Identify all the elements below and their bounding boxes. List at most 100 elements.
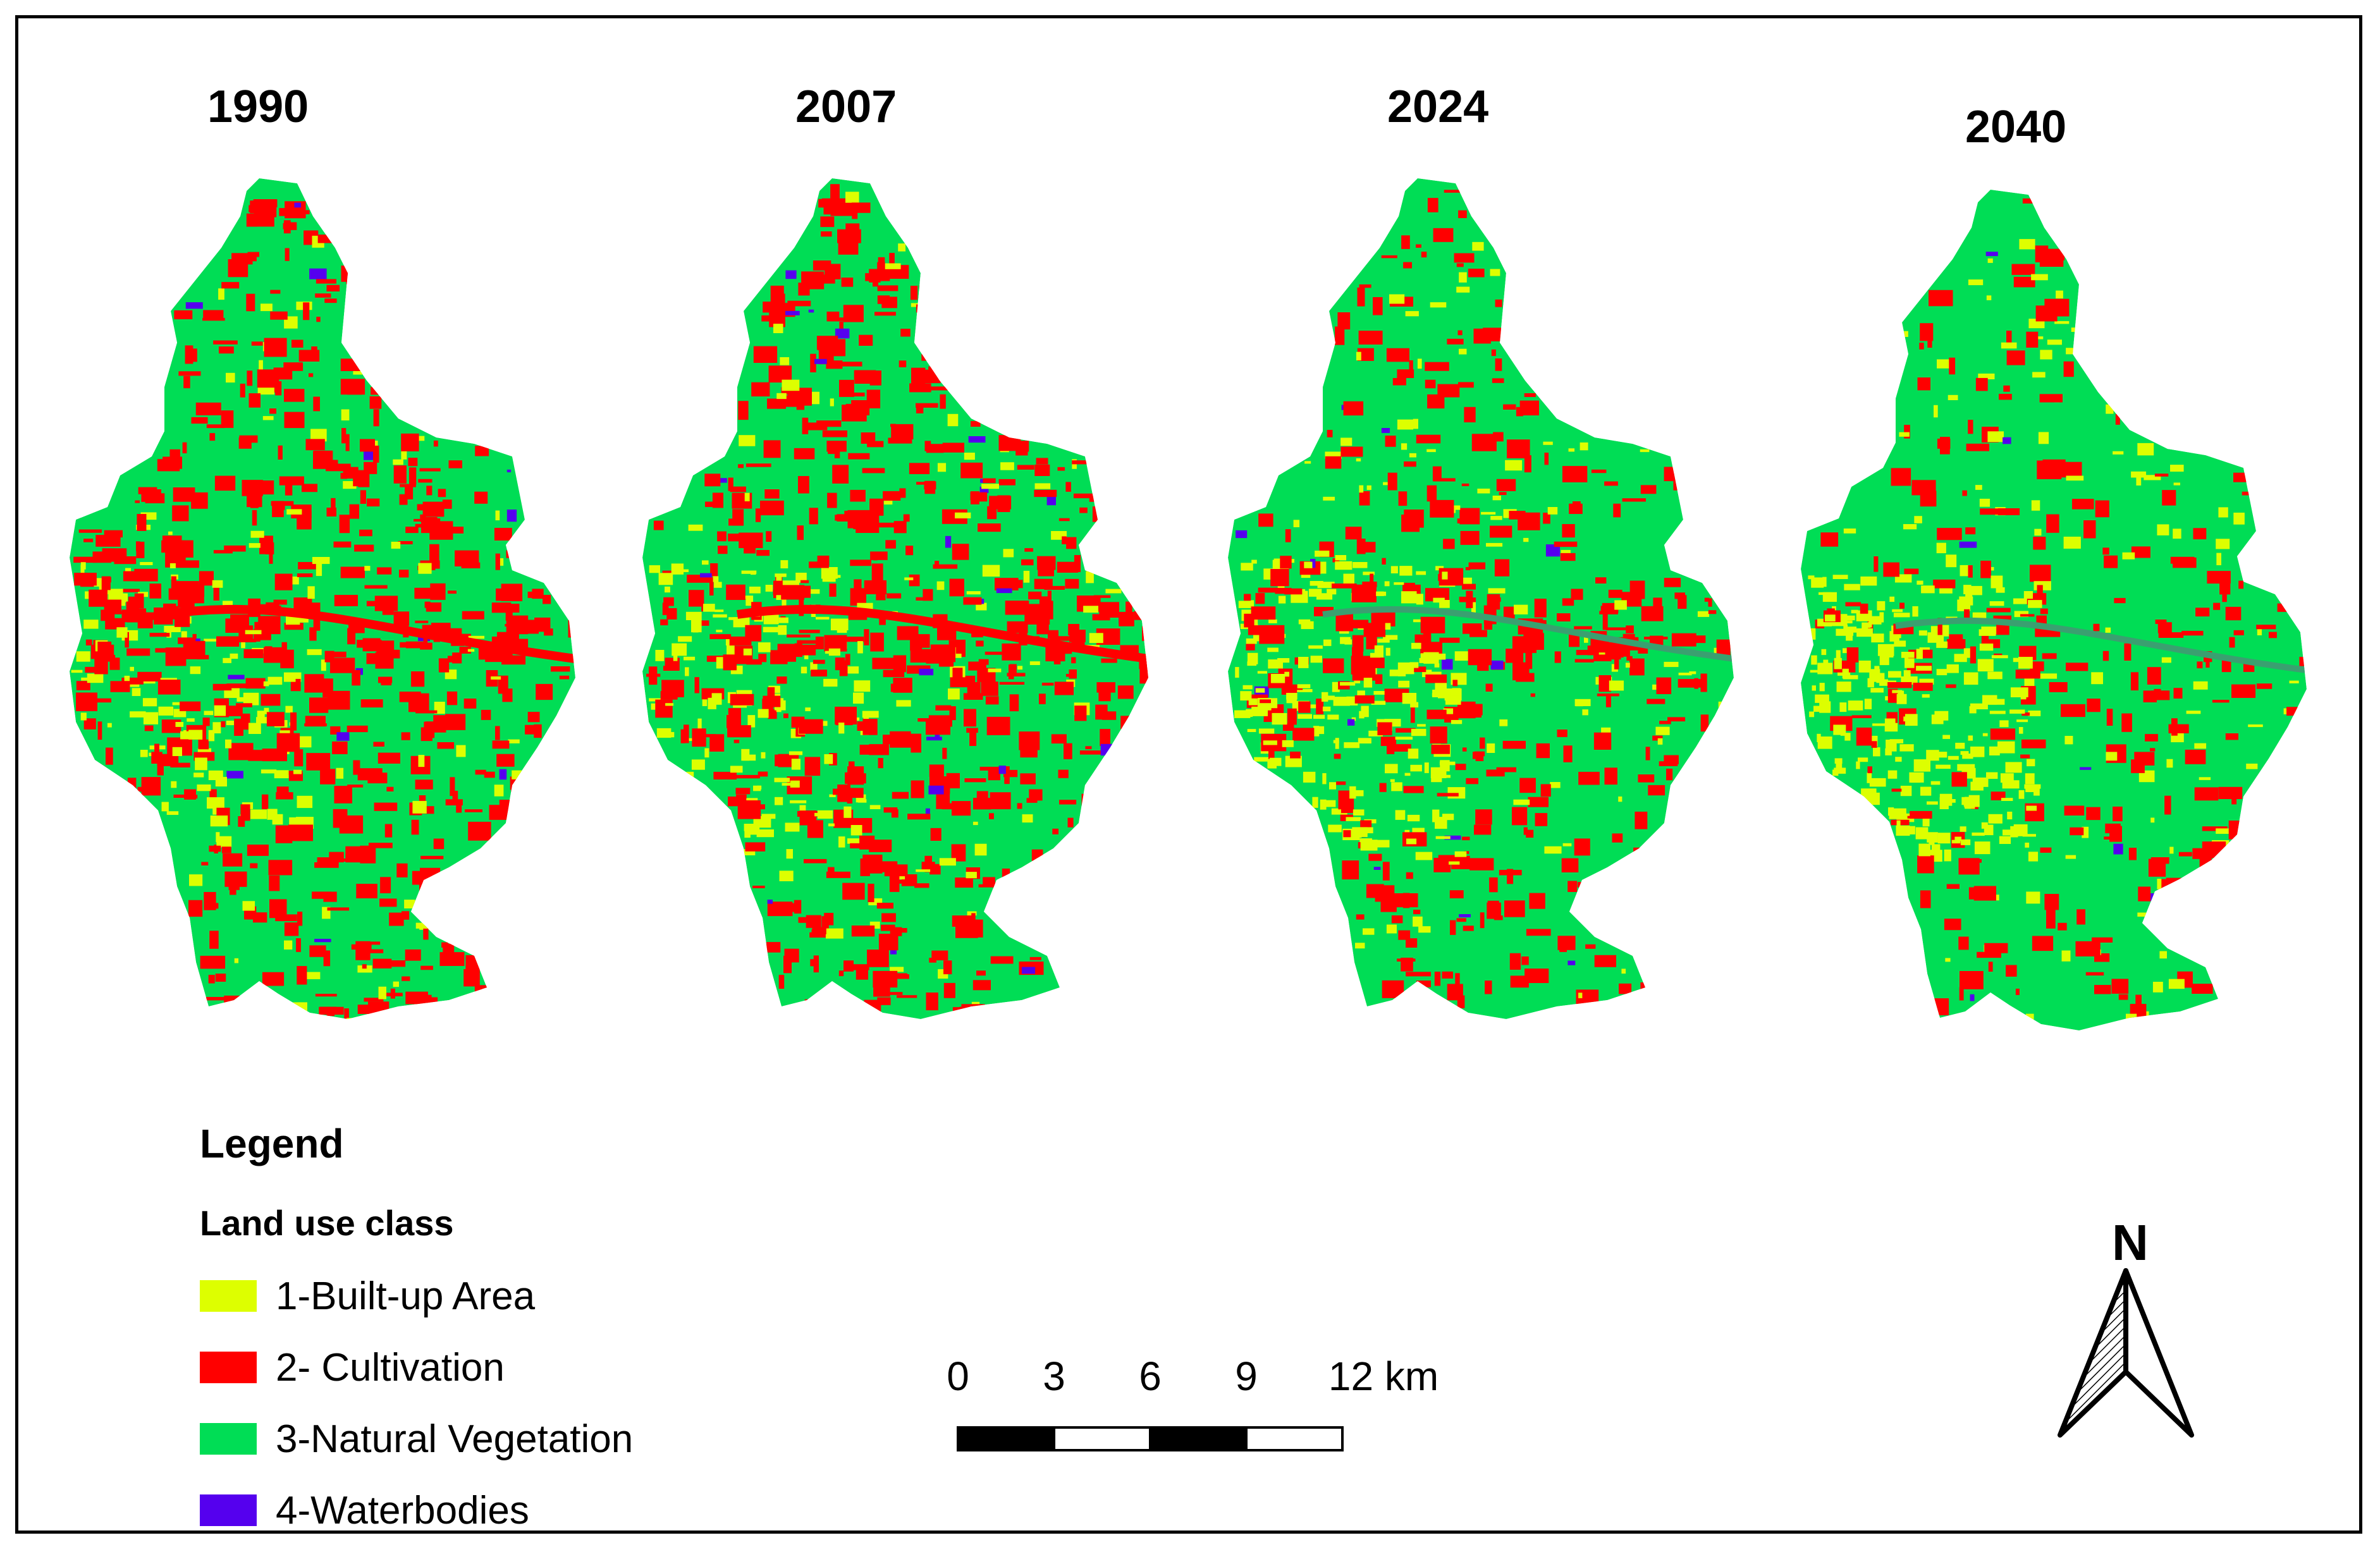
cultivation-patch: [705, 501, 716, 507]
builtup-patch: [189, 874, 203, 886]
builtup-patch: [883, 263, 901, 269]
cultivation-patch: [284, 389, 305, 402]
cultivation-patch: [828, 867, 835, 877]
builtup-patch: [691, 759, 705, 770]
cultivation-patch: [221, 282, 240, 289]
builtup-patch: [1267, 647, 1279, 652]
cultivation-patch: [304, 674, 324, 693]
cultivation-patch: [1359, 284, 1371, 288]
builtup-patch: [204, 711, 214, 716]
builtup-patch: [685, 667, 689, 676]
legend-item-vegetation: 3-Natural Vegetation: [200, 1417, 633, 1461]
cultivation-patch: [1612, 833, 1623, 843]
cultivation-patch: [1457, 330, 1463, 336]
cultivation-patch: [829, 584, 837, 597]
cultivation-patch: [97, 641, 112, 652]
builtup-patch: [1417, 724, 1426, 727]
cultivation-patch: [559, 675, 570, 680]
cultivation-patch: [2032, 936, 2054, 951]
cultivation-patch: [2095, 500, 2109, 518]
builtup-patch: [1568, 448, 1575, 452]
cultivation-patch: [730, 486, 746, 492]
cultivation-patch: [770, 285, 784, 302]
builtup-patch: [321, 659, 326, 671]
builtup-patch: [401, 449, 407, 460]
cultivation-patch: [134, 568, 158, 582]
cultivation-patch: [1285, 529, 1291, 542]
cultivation-patch: [1065, 482, 1071, 492]
cultivation-patch: [796, 399, 805, 410]
builtup-patch: [1877, 644, 1894, 656]
cultivation-patch: [1385, 436, 1396, 447]
cultivation-patch: [1700, 714, 1709, 732]
cultivation-patch: [753, 346, 778, 363]
builtup-patch: [1487, 743, 1495, 753]
cultivation-patch: [1096, 682, 1115, 693]
cultivation-patch: [170, 762, 190, 767]
cultivation-patch: [706, 656, 725, 662]
builtup-patch: [214, 705, 226, 716]
cultivation-patch: [373, 409, 379, 427]
cultivation-patch: [2039, 394, 2063, 403]
cultivation-patch: [963, 693, 983, 700]
cultivation-patch: [1487, 900, 1499, 916]
cultivation-patch: [297, 573, 313, 577]
cultivation-patch: [1509, 953, 1521, 970]
builtup-patch: [2157, 524, 2169, 535]
cultivation-patch: [2111, 979, 2129, 994]
builtup-patch: [2173, 529, 2181, 539]
cultivation-patch: [797, 640, 801, 645]
builtup-patch: [491, 676, 501, 680]
cultivation-patch: [1403, 262, 1412, 269]
cultivation-patch: [364, 998, 384, 1002]
cultivation-patch: [767, 687, 775, 697]
builtup-patch: [140, 562, 153, 565]
builtup-patch: [404, 900, 415, 908]
cultivation-patch: [1034, 464, 1050, 476]
cultivation-patch: [1459, 508, 1480, 525]
cultivation-patch: [324, 298, 337, 303]
builtup-patch: [2024, 784, 2041, 789]
cultivation-patch: [2150, 857, 2169, 864]
cultivation-patch: [851, 926, 875, 937]
builtup-patch: [966, 591, 981, 595]
builtup-patch: [1346, 817, 1361, 821]
cultivation-patch: [916, 403, 938, 408]
builtup-patch: [2022, 834, 2036, 837]
cultivation-patch: [544, 628, 553, 636]
cultivation-patch: [1990, 728, 2016, 740]
builtup-patch: [1402, 693, 1417, 704]
cultivation-patch: [1092, 614, 1110, 621]
builtup-patch: [776, 393, 787, 400]
cultivation-patch: [1352, 635, 1364, 652]
cultivation-patch: [1466, 778, 1478, 785]
builtup-patch: [1416, 594, 1423, 605]
cultivation-patch: [1047, 590, 1052, 609]
cultivation-patch: [1093, 595, 1111, 598]
cultivation-patch: [966, 728, 978, 733]
cultivation-patch: [850, 788, 864, 798]
cultivation-patch: [293, 597, 312, 611]
builtup-patch: [1418, 926, 1431, 933]
builtup-patch: [2248, 724, 2263, 728]
builtup-patch: [242, 901, 255, 911]
cultivation-patch: [2011, 264, 2035, 275]
cultivation-patch: [1280, 556, 1292, 569]
cultivation-patch: [763, 440, 781, 458]
builtup-patch: [1017, 666, 1023, 670]
cultivation-patch: [1486, 769, 1505, 777]
builtup-patch: [1625, 663, 1630, 668]
cultivation-patch: [1608, 589, 1622, 598]
cultivation-patch: [236, 703, 252, 707]
cultivation-patch: [1459, 596, 1469, 602]
cultivation-patch: [1534, 599, 1547, 618]
cultivation-patch: [862, 719, 878, 735]
builtup-patch: [1962, 754, 1973, 759]
builtup-patch: [248, 543, 261, 548]
builtup-patch: [1718, 701, 1733, 709]
cultivation-patch: [415, 779, 433, 790]
cultivation-patch: [2076, 909, 2085, 925]
cultivation-patch: [1416, 244, 1421, 248]
cultivation-patch: [660, 619, 668, 626]
builtup-patch: [210, 816, 228, 827]
